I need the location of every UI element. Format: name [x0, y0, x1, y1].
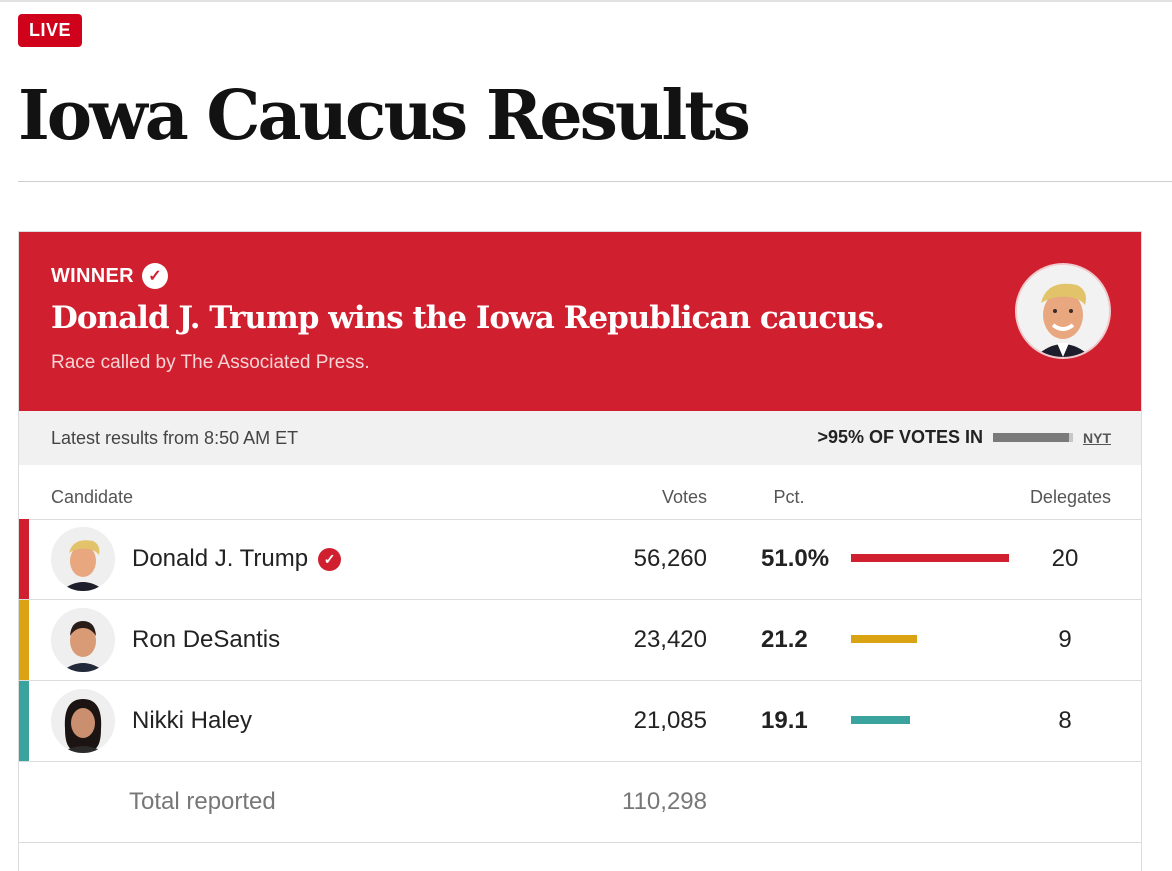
header-delegates: Delegates — [1029, 487, 1111, 507]
candidate-name: Nikki Haley — [132, 707, 252, 735]
table-row: Nikki Haley 21,085 19.1 8 — [19, 681, 1141, 762]
total-label: Total reported — [129, 788, 276, 815]
candidate-pct: 21.2 — [761, 626, 808, 653]
pct-bar — [851, 635, 917, 643]
source-link[interactable]: NYT — [1083, 429, 1111, 446]
portrait-image — [1017, 265, 1109, 357]
reporting-summary: >95% OF VOTES IN NYT — [817, 427, 1111, 448]
candidate-color-stripe — [19, 681, 29, 761]
winner-portrait — [1015, 263, 1111, 359]
candidate-name-text: Nikki Haley — [132, 707, 253, 734]
candidate-name: Ron DeSantis — [132, 626, 280, 654]
candidate-pct: 51.0% — [761, 545, 830, 572]
results-status-bar: Latest results from 8:50 AM ET >95% OF V… — [19, 411, 1141, 465]
results-table-body: Donald J. Trump ✓ 56,260 51.0% 20 Ron De… — [19, 519, 1141, 843]
check-circle-icon: ✓ — [318, 547, 342, 571]
check-circle-icon: ✓ — [141, 263, 168, 289]
table-row: Donald J. Trump ✓ 56,260 51.0% 20 — [19, 519, 1141, 600]
page-title: Iowa Caucus Results — [18, 76, 751, 156]
candidate-color-stripe — [19, 519, 29, 599]
total-row: Total reported 110,298 — [19, 762, 1141, 843]
winner-headline: Donald J. Trump wins the Iowa Republican… — [51, 300, 885, 336]
candidate-votes: 23,420 — [633, 626, 707, 653]
candidate-color-stripe — [19, 600, 29, 680]
candidate-votes: 56,260 — [633, 545, 707, 572]
winner-banner: WINNER ✓ Donald J. Trump wins the Iowa R… — [19, 232, 1141, 411]
results-panel: WINNER ✓ Donald J. Trump wins the Iowa R… — [18, 231, 1142, 871]
pct-bar — [851, 716, 910, 724]
header-candidate: Candidate — [51, 487, 134, 507]
top-border — [0, 0, 1172, 2]
title-divider — [18, 181, 1172, 182]
candidate-delegates: 20 — [1051, 545, 1079, 572]
table-header: Candidate Votes Pct. Delegates — [19, 465, 1141, 520]
total-votes: 110,298 — [622, 788, 707, 815]
live-badge: LIVE — [18, 14, 82, 47]
candidate-pct: 19.1 — [761, 707, 808, 734]
winner-label-row: WINNER ✓ — [51, 263, 168, 289]
header-pct: Pct. — [773, 487, 805, 507]
candidate-name-text: Ron DeSantis — [132, 626, 281, 653]
reporting-progress-bar — [993, 433, 1073, 442]
votes-in-label: >95% OF VOTES IN — [817, 427, 983, 447]
avatar — [51, 527, 115, 591]
pct-bar — [851, 554, 1009, 562]
header-votes: Votes — [661, 487, 707, 507]
avatar — [51, 608, 115, 672]
race-called-note: Race called by The Associated Press. — [51, 352, 370, 373]
candidate-delegates: 8 — [1058, 707, 1072, 734]
latest-results-time: Latest results from 8:50 AM ET — [51, 428, 299, 448]
candidate-name: Donald J. Trump ✓ — [132, 545, 342, 573]
table-row: Ron DeSantis 23,420 21.2 9 — [19, 600, 1141, 681]
reporting-progress-fill — [993, 433, 1069, 442]
winner-label: WINNER — [51, 264, 134, 287]
candidate-name-text: Donald J. Trump — [132, 545, 309, 572]
candidate-delegates: 9 — [1058, 626, 1072, 653]
avatar — [51, 689, 115, 753]
candidate-votes: 21,085 — [633, 707, 707, 734]
